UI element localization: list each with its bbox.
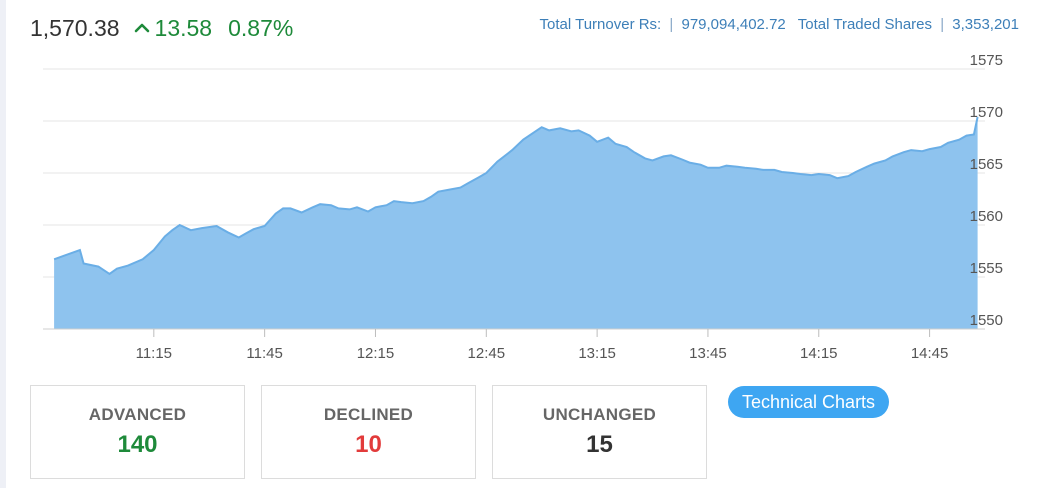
y-tick-label: 1560	[970, 208, 1003, 225]
x-tick-label: 14:45	[911, 345, 949, 362]
turnover-label: Total Turnover Rs:	[539, 16, 662, 33]
y-tick-label: 1570	[970, 104, 1003, 121]
market-stats: Total Turnover Rs: | 979,094,402.72 Tota…	[540, 16, 1019, 33]
turnover-stat: Total Turnover Rs: | 979,094,402.72	[540, 16, 786, 33]
index-change: 13.58 0.87%	[134, 14, 294, 42]
advanced-label: ADVANCED	[88, 405, 187, 424]
market-breadth-cards: ADVANCED 140 DECLINED 10 UNCHANGED 15	[30, 385, 707, 479]
advanced-card: ADVANCED 140	[30, 385, 245, 479]
x-tick-label: 12:15	[357, 345, 395, 362]
unchanged-card: UNCHANGED 15	[492, 385, 707, 479]
left-edge-strip	[0, 0, 6, 488]
y-tick-label: 1550	[970, 312, 1003, 329]
unchanged-label: UNCHANGED	[542, 405, 657, 424]
turnover-value: 979,094,402.72	[681, 16, 786, 33]
y-tick-label: 1565	[970, 156, 1003, 173]
advanced-value: 140	[117, 431, 158, 458]
y-tick-label: 1555	[970, 260, 1003, 277]
x-tick-label: 13:15	[578, 345, 616, 362]
change-percent: 0.87%	[228, 14, 294, 41]
x-tick-label: 13:45	[689, 345, 727, 362]
index-header: 1,570.38 13.58 0.87%	[30, 12, 293, 44]
series-area	[54, 117, 978, 329]
declined-card: DECLINED 10	[261, 385, 476, 479]
x-tick-label: 11:45	[246, 345, 282, 362]
shares-value: 3,353,201	[952, 16, 1019, 33]
y-tick-label: 1575	[970, 52, 1003, 69]
declined-label: DECLINED	[323, 405, 414, 424]
x-tick-label: 14:15	[800, 345, 838, 362]
unchanged-value: 15	[586, 431, 613, 458]
declined-value: 10	[355, 431, 382, 458]
x-tick-label: 12:45	[468, 345, 506, 362]
chevron-up-icon	[134, 23, 149, 33]
separator: |	[940, 16, 945, 33]
x-tick-label: 11:15	[136, 345, 172, 362]
index-value: 1,570.38	[30, 14, 120, 41]
separator: |	[669, 16, 674, 33]
traded-shares-stat: Total Traded Shares | 3,353,201	[798, 16, 1019, 33]
series-line	[53, 116, 979, 276]
shares-label: Total Traded Shares	[797, 16, 933, 33]
index-area-chart: 1550 1555 1560 1565 1570 1575 11:15 11:45 12:15 1…	[43, 52, 1003, 362]
change-points: 13.58	[154, 14, 213, 41]
technical-charts-button[interactable]: Technical Charts	[728, 386, 890, 418]
